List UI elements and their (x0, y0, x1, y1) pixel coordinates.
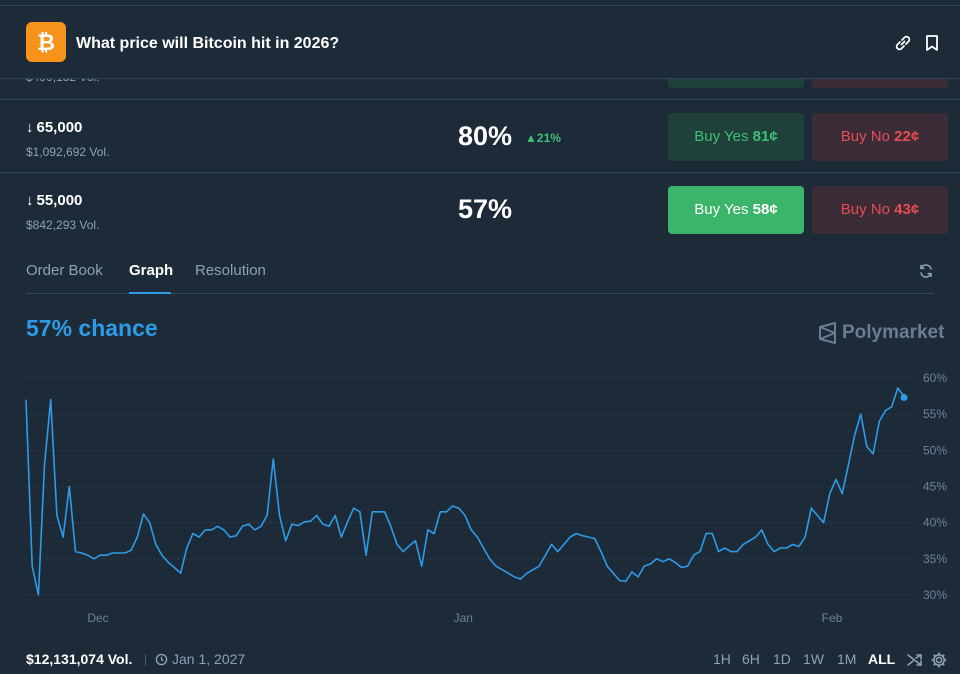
y-tick-label: 40% (923, 516, 947, 530)
market-row-65000[interactable]: ↓ 65,000 $1,092,692 Vol. 80% ▲21% Buy Yes… (0, 101, 960, 173)
y-tick-label: 45% (923, 480, 947, 494)
polymarket-watermark: Polymarket (818, 322, 944, 346)
market-title: What price will Bitcoin hit in 2026? (76, 35, 340, 52)
current-price-marker (900, 394, 908, 402)
top-border (0, 5, 960, 6)
percent-change-value: 21% (536, 131, 561, 145)
x-tick-label: Feb (822, 611, 843, 625)
buy-yes-button[interactable]: Buy Yes 81¢ (668, 113, 804, 161)
settings-gear-icon[interactable] (930, 651, 948, 669)
series-line (25, 387, 905, 596)
buy-no-price: 43¢ (894, 201, 920, 218)
y-tick-label: 60% (923, 371, 947, 385)
market-percent: 57% (458, 194, 513, 224)
tab-order-book[interactable]: Order Book (26, 262, 103, 279)
detail-tabs: Order Book Graph Resolution (26, 248, 934, 294)
brand-name: Polymarket (842, 322, 945, 343)
bitcoin-logo-icon: ₿ (26, 22, 66, 62)
shuffle-icon[interactable] (906, 651, 924, 669)
down-arrow-icon: ↓ (26, 192, 34, 209)
y-tick-label: 35% (923, 552, 947, 566)
market-percent: 80% (458, 121, 513, 151)
tab-graph[interactable]: Graph (129, 262, 174, 279)
bitcoin-symbol: ₿ (37, 31, 55, 56)
x-tick-label: Dec (87, 611, 108, 625)
price-chart[interactable]: 60% 55% 50% 45% 40% 35% 30% Dec Jan Feb (0, 365, 960, 640)
buy-yes-button[interactable]: Buy Yes 58¢ (668, 186, 804, 234)
market-row-55000[interactable]: ↓ 55,000 $842,293 Vol. 57% Buy Yes 58¢ Bu… (0, 174, 960, 246)
end-date: Jan 1, 2027 (155, 651, 245, 667)
end-date-value: Jan 1, 2027 (172, 651, 246, 667)
footer-divider (145, 654, 146, 666)
market-volume: $842,293 Vol. (26, 218, 100, 232)
market-threshold: 65,000 (36, 119, 83, 136)
buy-yes-label: Buy Yes (694, 201, 749, 218)
chance-readout: 57% chance (26, 315, 158, 341)
row-divider (0, 99, 960, 100)
y-tick-label: 30% (923, 588, 947, 602)
range-all[interactable]: ALL (868, 651, 896, 667)
refresh-icon[interactable] (918, 263, 934, 279)
y-tick-label: 50% (923, 443, 947, 457)
total-volume: $12,131,074 Vol. (26, 651, 133, 667)
buy-no-button[interactable]: Buy No 43¢ (812, 186, 948, 234)
chart-footer: $12,131,074 Vol. Jan 1, 2027 1H 6H 1D 1W… (0, 645, 960, 674)
market-label: ↓ 55,000 (26, 192, 82, 209)
clock-icon (155, 653, 168, 666)
buy-yes-price: 81¢ (752, 128, 778, 145)
x-tick-label: Jan (454, 611, 473, 625)
tab-resolution[interactable]: Resolution (195, 262, 266, 279)
market-label: ↓ 65,000 (26, 119, 82, 136)
market-threshold: 55,000 (36, 192, 83, 209)
buy-no-label: Buy No (840, 128, 890, 145)
down-arrow-icon: ↓ (26, 119, 34, 136)
triangle-up-icon: ▲ (525, 131, 537, 145)
market-header: ₿ What price will Bitcoin hit in 2026? (0, 6, 960, 79)
buy-yes-label: Buy Yes (694, 128, 749, 145)
range-1d[interactable]: 1D (773, 651, 791, 667)
y-tick-label: 55% (923, 407, 947, 421)
buy-no-label: Buy No (840, 201, 890, 218)
range-1h[interactable]: 1H (713, 651, 731, 667)
row-divider (0, 172, 960, 173)
bookmark-icon[interactable] (922, 33, 942, 53)
active-tab-indicator (129, 292, 171, 294)
buy-yes-price: 58¢ (752, 201, 778, 218)
link-icon[interactable] (893, 33, 913, 53)
buy-no-price: 22¢ (894, 128, 920, 145)
buy-no-button[interactable]: Buy No 22¢ (812, 113, 948, 161)
range-6h[interactable]: 6H (742, 651, 760, 667)
market-volume: $1,092,692 Vol. (26, 145, 110, 159)
polymarket-logo-icon (819, 322, 836, 344)
range-1m[interactable]: 1M (837, 651, 857, 667)
range-1w[interactable]: 1W (803, 651, 824, 667)
percent-change: ▲21% (525, 131, 561, 145)
